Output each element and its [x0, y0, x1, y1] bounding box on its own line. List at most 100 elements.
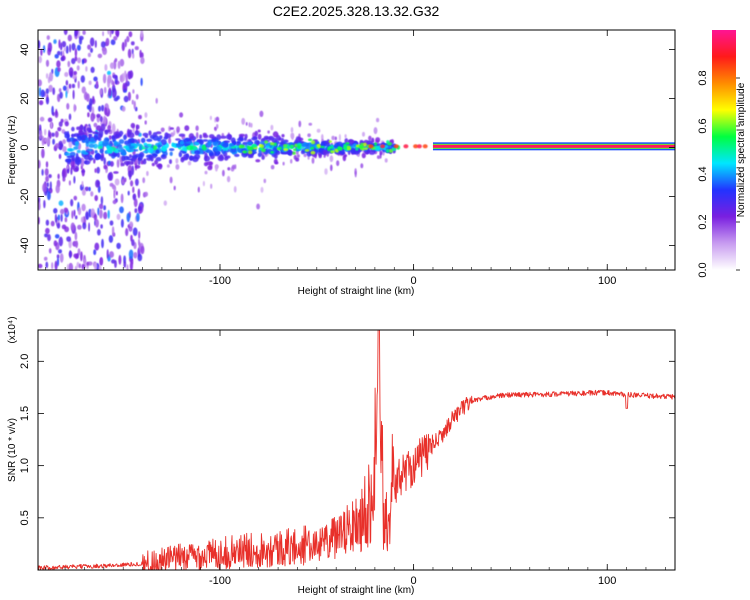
heatmap-cell: [109, 182, 114, 187]
heatmap-cell: [194, 153, 201, 160]
heatmap-cell: [109, 161, 114, 167]
snr-y-scale-label: (x10⁴): [7, 316, 18, 343]
heatmap-cell: [270, 150, 274, 154]
heatmap-cell: [210, 183, 213, 189]
heatmap-cell: [179, 140, 184, 145]
heatmap-cell: [69, 148, 73, 152]
heatmap-cell: [290, 159, 293, 164]
heatmap-cell: [135, 178, 139, 186]
heatmap-cell: [279, 141, 286, 146]
heatmap-cell: [179, 112, 184, 118]
heatmap-cell: [263, 178, 267, 184]
heatmap-cell: [57, 67, 61, 72]
heatmap-cell: [97, 53, 103, 59]
heatmap-cell: [155, 131, 162, 135]
heatmap-cell: [193, 147, 197, 150]
heatmap-cell: [310, 150, 316, 155]
heatmap-cell: [76, 135, 83, 142]
heatmap-cell: [235, 141, 241, 146]
heatmap-cell: [88, 143, 95, 148]
heatmap-cell: [80, 75, 86, 83]
heatmap-cell: [68, 67, 74, 77]
heatmap-cell: [39, 129, 43, 140]
heatmap-cell: [103, 205, 106, 211]
heatmap-cell: [103, 86, 107, 94]
heatmap-cell: [308, 138, 313, 142]
heatmap-cell: [103, 164, 108, 170]
heatmap-cell: [121, 41, 125, 52]
spectrogram-heatmap: [38, 30, 675, 270]
heatmap-cell: [222, 169, 225, 177]
heatmap-cell: [288, 144, 294, 150]
heatmap-cell: [201, 144, 207, 151]
heatmap-cell: [175, 138, 181, 141]
heatmap-cell: [81, 59, 85, 65]
heatmap-cell: [99, 88, 103, 96]
heatmap-cell: [48, 84, 53, 93]
heatmap-cell: [178, 133, 186, 137]
heatmap-cell: [257, 129, 261, 133]
heatmap-cell: [227, 167, 231, 171]
heatmap-cell: [123, 160, 130, 165]
heatmap-cell: [140, 56, 145, 65]
heatmap-cell: [68, 113, 72, 121]
heatmap-cell: [101, 238, 104, 249]
heatmap-cell: [142, 177, 146, 184]
heatmap-cell: [297, 145, 301, 149]
heatmap-cell: [176, 126, 181, 133]
heatmap-cell: [58, 140, 64, 150]
spectrogram-x-tick-label: -100: [209, 275, 231, 287]
heatmap-cell: [360, 142, 364, 146]
heatmap-cell: [210, 138, 217, 142]
heatmap-cell: [58, 88, 62, 93]
heatmap-cell: [112, 199, 117, 205]
heatmap-cell: [117, 146, 124, 150]
heatmap-cell: [280, 151, 288, 155]
heatmap-cell: [93, 249, 97, 256]
heatmap-cell: [107, 78, 111, 88]
heatmap-cell: [73, 209, 76, 217]
heatmap-cell: [42, 45, 46, 54]
heatmap-cell: [98, 105, 102, 112]
heatmap-cell: [224, 155, 231, 159]
heatmap-cell: [64, 72, 69, 77]
heatmap-cell: [114, 58, 118, 63]
heatmap-cell: [45, 96, 50, 105]
heatmap-cell: [117, 60, 121, 69]
heatmap-cell: [330, 164, 333, 172]
heatmap-cell: [67, 34, 73, 42]
heatmap-cell: [108, 143, 113, 147]
heatmap-cell: [169, 151, 173, 156]
heatmap-cell: [113, 140, 118, 147]
heatmap-cell: [97, 146, 103, 150]
heatmap-cell: [215, 116, 220, 123]
heatmap-cell: [38, 124, 42, 131]
heatmap-cell: [219, 154, 224, 160]
heatmap-cell: [346, 145, 351, 150]
heatmap-cell: [102, 47, 107, 56]
spectrogram-x-axis-label: Height of straight line (km): [298, 286, 415, 297]
heatmap-cell: [66, 138, 71, 143]
heatmap-cell: [105, 37, 110, 46]
heatmap-cell: [301, 143, 308, 147]
heatmap-cell: [84, 186, 90, 192]
snr-frame: [37, 329, 676, 571]
heatmap-cell: [131, 48, 134, 55]
heatmap-cell: [128, 31, 133, 38]
heatmap-cell: [87, 44, 92, 50]
heatmap-cell: [271, 137, 278, 144]
spectrogram-panel: -100 0 100 -40 -20 0 20 40 Height of straight l…: [7, 29, 676, 297]
spectrogram-y-tick-label: 0: [19, 144, 31, 150]
heatmap-cell: [198, 139, 204, 145]
heatmap-cell: [140, 245, 145, 255]
heatmap-cell: [70, 222, 76, 231]
heatmap-cell: [134, 130, 140, 136]
heatmap-cell: [131, 99, 134, 105]
heatmap-cell: [161, 145, 167, 152]
heatmap-cell: [202, 180, 205, 187]
heatmap-cell: [204, 170, 208, 175]
heatmap-cell: [328, 145, 334, 149]
heatmap-cell: [104, 64, 108, 71]
heatmap-cell: [303, 153, 307, 158]
heatmap-cell: [102, 115, 107, 125]
